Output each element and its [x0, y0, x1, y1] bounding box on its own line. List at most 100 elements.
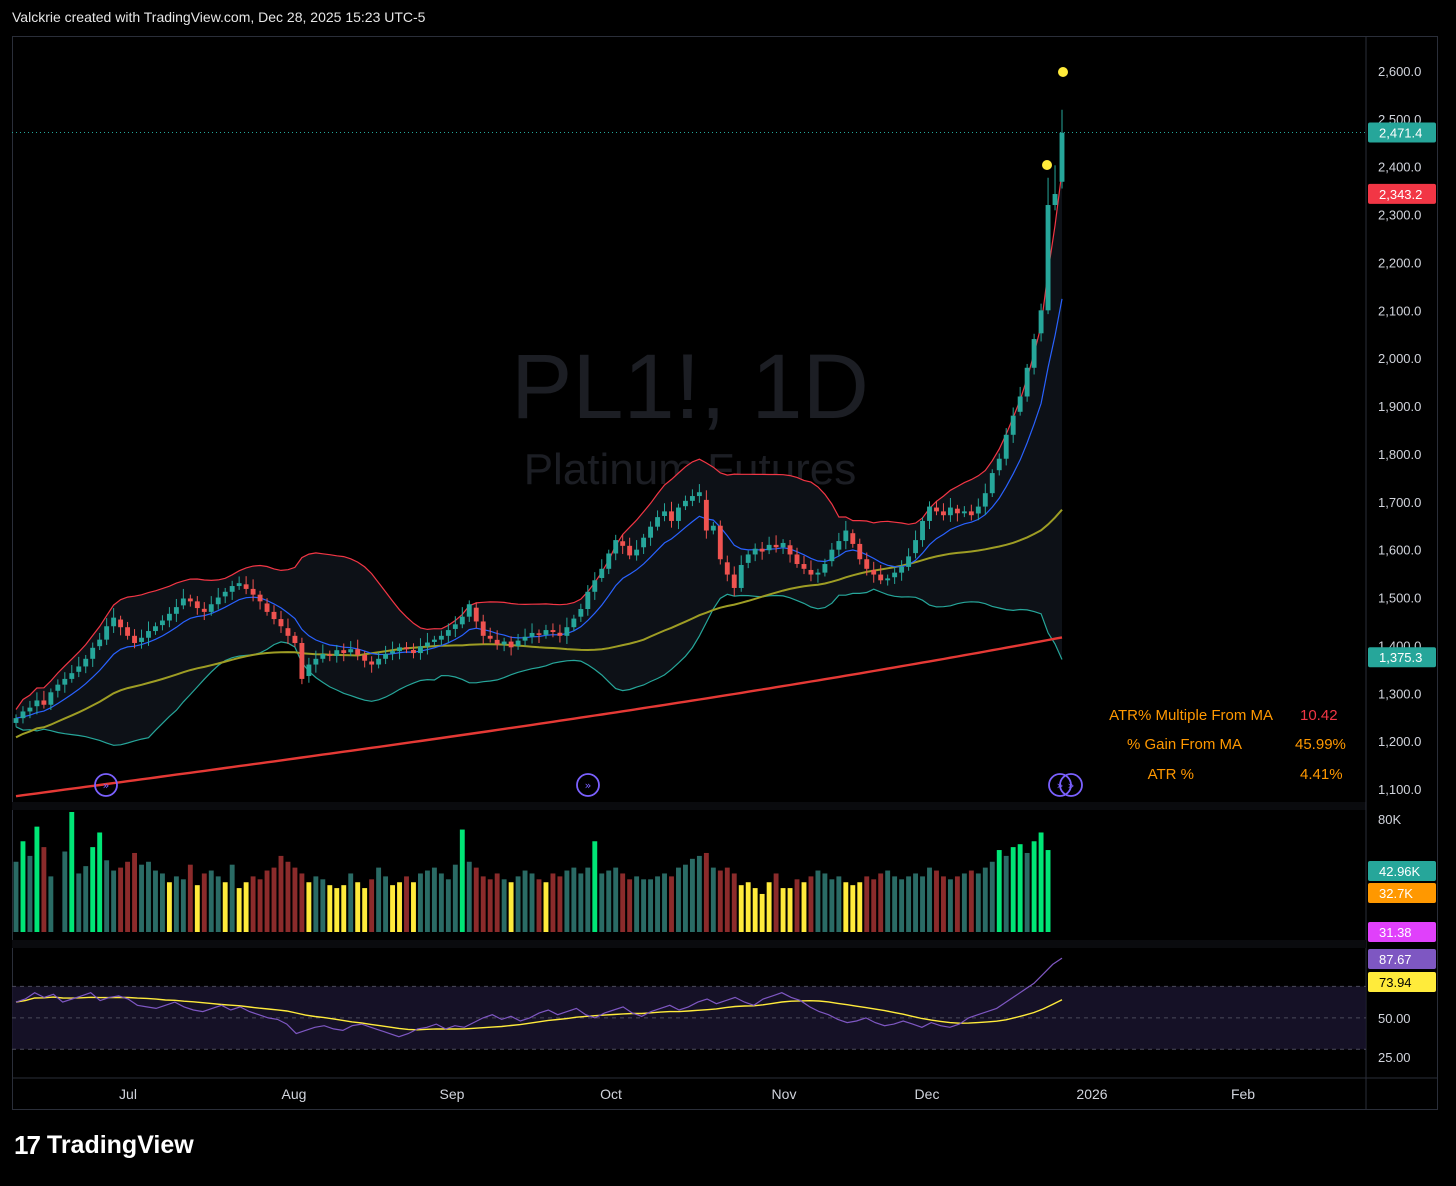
volume-bar	[515, 876, 521, 932]
volume-bar	[941, 876, 946, 932]
candle	[292, 631, 298, 647]
candle	[773, 535, 779, 553]
candle	[487, 627, 493, 643]
candle-body	[355, 649, 361, 655]
candle	[257, 590, 263, 610]
candle-body	[306, 664, 312, 677]
volume-bar	[236, 888, 242, 932]
volume-bar	[104, 860, 110, 932]
candle	[703, 490, 709, 539]
candle	[982, 483, 988, 515]
candle-body	[529, 632, 535, 637]
candle	[989, 469, 995, 498]
candle	[864, 552, 870, 576]
candle-body	[885, 578, 891, 581]
volume-bar	[843, 882, 849, 932]
volume-bar	[111, 870, 117, 932]
candle-body	[1052, 194, 1058, 206]
candle-body	[1003, 434, 1009, 459]
price-tick-label: 1,800.0	[1378, 447, 1421, 462]
candle-body	[1038, 310, 1044, 334]
event-arrow-icon	[94, 773, 118, 797]
price-axis[interactable]: 1,100.01,200.01,300.01,400.01,500.01,600…	[1378, 64, 1421, 1065]
volume-bar	[864, 876, 870, 932]
axis-badge: 73.94	[1368, 972, 1436, 992]
candle-body	[271, 611, 277, 620]
candle-body	[90, 647, 96, 659]
candle	[710, 521, 716, 535]
bollinger-bands	[15, 171, 1063, 746]
candle	[194, 596, 200, 615]
volume-bar	[159, 873, 165, 932]
candle-body	[996, 458, 1002, 471]
candle-body	[669, 511, 674, 521]
candle	[906, 548, 912, 571]
volume-bar	[1010, 847, 1016, 932]
stat-label-atr-pct: ATR %	[1147, 766, 1194, 783]
candle-body	[899, 566, 905, 573]
candle-body	[201, 608, 207, 612]
volume-bar	[473, 867, 479, 932]
stat-value-atr-multiple: 10.42	[1300, 707, 1338, 724]
volume-bar	[857, 882, 863, 932]
candle	[627, 537, 633, 560]
volume-bar	[69, 812, 75, 932]
candle	[411, 643, 416, 659]
volume-bar	[934, 870, 939, 932]
tradingview-logo[interactable]: 17 TradingView	[14, 1130, 194, 1161]
volume-bar	[376, 867, 382, 932]
candle	[153, 622, 158, 635]
pane-separator	[12, 802, 1366, 810]
candle	[48, 688, 54, 711]
candle	[1045, 177, 1051, 315]
volume-bar	[397, 882, 402, 932]
candle	[62, 672, 68, 693]
axis-badges: 2,471.4 2,343.2 1,375.3 42.96K 32.7K 31.38 87.…	[1368, 122, 1436, 992]
candle	[452, 616, 458, 638]
volume-bar	[906, 876, 912, 932]
candle-body	[564, 627, 570, 636]
candle-body	[689, 496, 695, 501]
candle	[606, 549, 612, 575]
candle	[473, 602, 479, 629]
candle-body	[620, 541, 626, 546]
candle	[264, 598, 270, 616]
candle-body	[397, 647, 402, 652]
candle	[480, 614, 486, 644]
candle-body	[968, 511, 974, 516]
candle	[676, 503, 681, 530]
candle-body	[982, 493, 988, 507]
volume-bar	[292, 867, 298, 932]
candle	[669, 501, 674, 528]
candle-body	[801, 564, 807, 569]
candle	[383, 645, 389, 665]
candle	[438, 630, 444, 645]
candle	[836, 532, 842, 557]
axis-badge-bg	[1368, 972, 1436, 992]
candle	[641, 533, 647, 554]
rsi-tick-label: 25.00	[1378, 1050, 1411, 1065]
volume-bar	[585, 867, 591, 932]
candle	[780, 539, 786, 554]
candle-body	[1045, 205, 1051, 311]
candle	[27, 700, 33, 719]
time-axis[interactable]: Jul Aug Sep Oct Nov Dec 2026 Feb	[119, 1086, 1255, 1102]
candle	[271, 605, 277, 625]
candle-body	[27, 707, 33, 712]
candle-body	[250, 588, 256, 595]
candle-body	[1010, 415, 1016, 435]
candle-body	[459, 616, 465, 625]
event-arrow-glyph: »	[585, 779, 592, 792]
candle	[815, 568, 821, 583]
candle	[578, 603, 584, 622]
candle	[445, 623, 451, 643]
candle-body	[111, 617, 117, 627]
candle	[585, 585, 591, 616]
volume-bar	[801, 882, 807, 932]
volume-bar	[466, 861, 472, 932]
volume-bar	[431, 867, 437, 932]
volume-bar	[752, 888, 758, 932]
axis-badge-bg	[1368, 647, 1436, 668]
volume-bar	[689, 858, 695, 932]
